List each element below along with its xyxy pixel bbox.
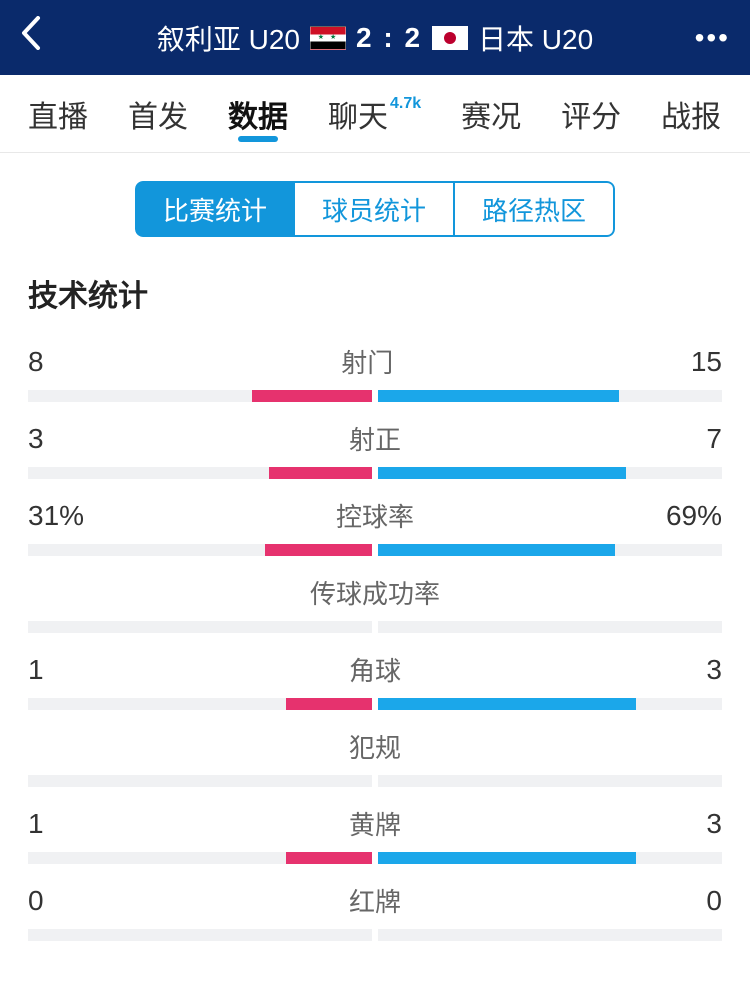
home-flag-icon: [310, 26, 346, 50]
stat-row: 3 射正 7: [28, 402, 722, 479]
stat-bar: [28, 775, 722, 787]
nav-tab-4[interactable]: 赛况: [441, 75, 541, 152]
away-flag-icon: [432, 26, 468, 50]
stat-label: 黄牌: [349, 805, 401, 842]
stats-list: 8 射门 15 3 射正 7 31% 控球率 69% 传球成功率 1 角球 3 犯规 1 黄牌 3 0 红牌 0: [0, 325, 750, 941]
seg-item-0[interactable]: 比赛统计: [135, 181, 295, 237]
seg-item-2[interactable]: 路径热区: [455, 181, 615, 237]
away-bar-fill: [378, 467, 626, 479]
stat-label: 犯规: [349, 728, 401, 765]
stat-row: 31% 控球率 69%: [28, 479, 722, 556]
more-icon[interactable]: •••: [690, 22, 730, 54]
stat-row: 0 红牌 0: [28, 864, 722, 941]
nav-tab-label: 战报: [661, 92, 721, 136]
stat-label: 红牌: [349, 882, 401, 919]
stat-away-value: 69%: [666, 500, 722, 532]
nav-tab-1[interactable]: 首发: [108, 75, 208, 152]
away-bar-fill: [378, 852, 636, 864]
stat-home-value: 31%: [28, 500, 84, 532]
stat-away-value: 7: [706, 423, 722, 455]
nav-tab-5[interactable]: 评分: [541, 75, 641, 152]
stat-away-value: 3: [706, 654, 722, 686]
stat-row: 传球成功率: [28, 556, 722, 633]
stat-row: 8 射门 15: [28, 325, 722, 402]
segmented-control: 比赛统计球员统计路径热区: [135, 181, 615, 237]
stat-away-value: 3: [706, 808, 722, 840]
nav-tab-label: 数据: [228, 92, 288, 136]
home-team-name: 叙利亚 U20: [157, 18, 300, 58]
stat-label: 射正: [349, 420, 401, 457]
home-bar-fill: [269, 467, 372, 479]
home-bar-fill: [286, 698, 372, 710]
section-title: 技术统计: [0, 255, 750, 325]
match-score-title: 叙利亚 U20 2 : 2 日本 U20: [60, 18, 690, 58]
stat-bar: [28, 467, 722, 479]
stat-row: 犯规: [28, 710, 722, 787]
score-text: 2 : 2: [356, 22, 422, 54]
stat-bar: [28, 544, 722, 556]
stat-home-value: 3: [28, 423, 44, 455]
nav-tab-0[interactable]: 直播: [8, 75, 108, 152]
home-bar-fill: [265, 544, 372, 556]
nav-tabs: 直播首发数据聊天4.7k 赛况评分战报: [0, 75, 750, 153]
nav-tab-label: 评分: [561, 92, 621, 136]
back-icon[interactable]: [20, 16, 60, 59]
home-bar-fill: [286, 852, 372, 864]
nav-tab-3[interactable]: 聊天4.7k: [308, 75, 441, 152]
away-bar-fill: [378, 698, 636, 710]
nav-tab-label: 赛况: [461, 92, 521, 136]
away-bar-fill: [378, 390, 619, 402]
match-header: 叙利亚 U20 2 : 2 日本 U20 •••: [0, 0, 750, 75]
stat-away-value: 0: [706, 885, 722, 917]
stat-bar: [28, 698, 722, 710]
stat-home-value: 1: [28, 654, 44, 686]
stat-row: 1 角球 3: [28, 633, 722, 710]
stat-row: 1 黄牌 3: [28, 787, 722, 864]
nav-tab-label: 聊天: [328, 92, 388, 136]
nav-tab-badge: 4.7k: [390, 95, 421, 113]
stat-home-value: 1: [28, 808, 44, 840]
away-team-name: 日本 U20: [478, 18, 593, 58]
stat-bar: [28, 390, 722, 402]
stat-label: 传球成功率: [310, 574, 440, 611]
nav-tab-6[interactable]: 战报: [641, 75, 741, 152]
seg-item-1[interactable]: 球员统计: [295, 181, 455, 237]
away-bar-fill: [378, 544, 615, 556]
stat-bar: [28, 852, 722, 864]
stat-home-value: 8: [28, 346, 44, 378]
stat-bar: [28, 621, 722, 633]
nav-tab-2[interactable]: 数据: [208, 75, 308, 152]
stat-home-value: 0: [28, 885, 44, 917]
stat-away-value: 15: [691, 346, 722, 378]
stat-label: 控球率: [336, 497, 414, 534]
stat-bar: [28, 929, 722, 941]
stat-label: 角球: [349, 651, 401, 688]
home-bar-fill: [252, 390, 372, 402]
nav-tab-label: 直播: [28, 92, 88, 136]
nav-tab-label: 首发: [128, 92, 188, 136]
stat-label: 射门: [341, 343, 393, 380]
